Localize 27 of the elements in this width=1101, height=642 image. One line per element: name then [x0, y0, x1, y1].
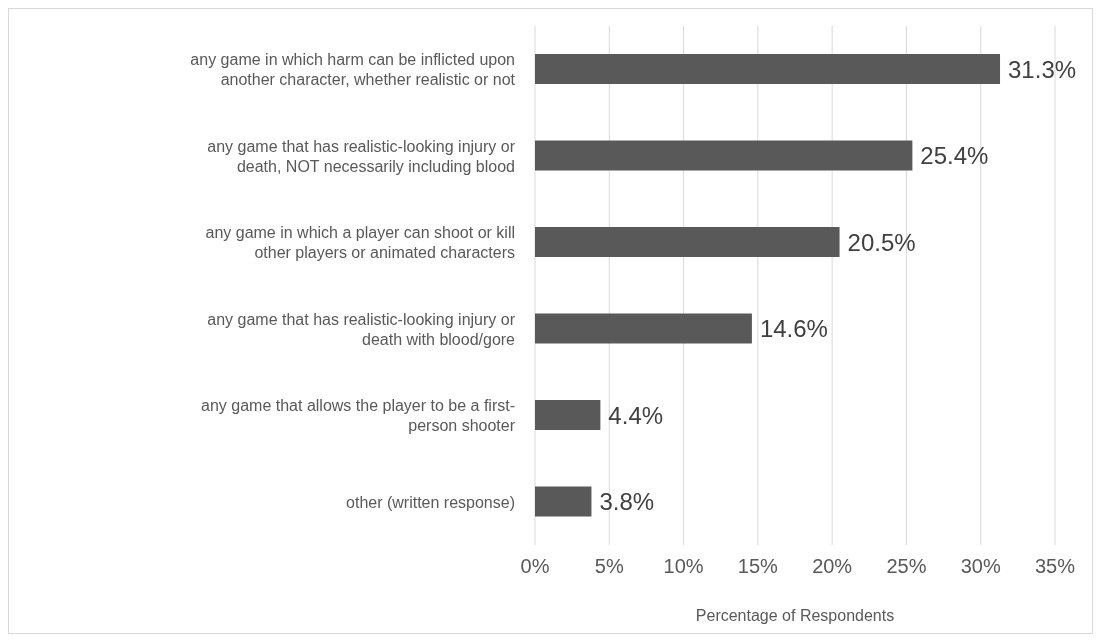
data-label: 14.6% [759, 315, 828, 343]
data-label: 3.8% [599, 488, 655, 516]
bar [535, 140, 913, 171]
bar [535, 313, 752, 344]
x-tick-label: 0% [520, 555, 550, 578]
y-tick-label: any game that allows the player to be a first-person shooter [201, 396, 516, 434]
data-label: 25.4% [920, 142, 989, 170]
x-tick-label: 5% [594, 555, 624, 578]
data-label: 4.4% [608, 401, 664, 429]
y-tick-label: other (written response) [346, 493, 515, 511]
y-tick-label: any game that has realistic-looking injury or death, NOT necessarily including blood [207, 137, 516, 175]
x-tick-label: 35% [1034, 555, 1076, 578]
bar [535, 227, 840, 257]
y-tick-label: any game that has realistic-looking injury or death with blood/gore [207, 310, 516, 348]
bar [535, 486, 592, 517]
data-label: 31.3% [1008, 55, 1077, 83]
y-tick-label: any game in which a player can shoot or kill other players or animated characters [205, 223, 515, 261]
x-tick-label: 25% [886, 555, 927, 578]
x-tick-label: 30% [960, 555, 1001, 578]
bar [535, 400, 601, 430]
x-tick-label: 20% [812, 555, 853, 578]
bar [535, 54, 1001, 84]
x-tick-label: 10% [663, 555, 704, 578]
x-axis-title: Percentage of Respondents [695, 607, 895, 624]
x-tick-label: 15% [737, 555, 779, 578]
data-label: 20.5% [847, 228, 916, 256]
y-tick-label: any game in which harm can be inflicted upon another character, whether realistic or not [190, 50, 516, 88]
